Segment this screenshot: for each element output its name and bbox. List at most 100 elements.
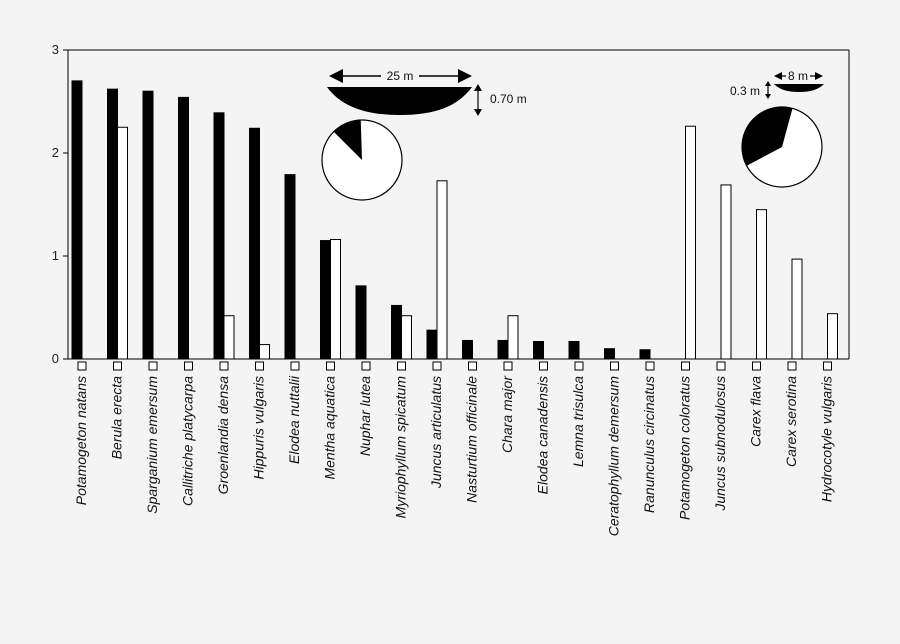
channel-profile xyxy=(774,84,824,92)
category-label: Juncus subnodulosus xyxy=(712,376,728,512)
depth-label: 0.70 m xyxy=(490,92,527,106)
category-marker xyxy=(716,361,726,371)
category-label: Potamogeton natans xyxy=(73,376,89,505)
bar-marks xyxy=(71,80,838,360)
channel-profile xyxy=(327,87,472,115)
x-axis-labels: Potamogeton natans Berula erecta Sparganiu… xyxy=(73,375,835,537)
bar-black xyxy=(497,339,509,360)
arrow-head-left xyxy=(329,69,343,83)
bar-white xyxy=(507,315,519,360)
bar-black xyxy=(355,285,367,360)
category-marker xyxy=(787,361,797,371)
bar-black xyxy=(71,80,83,360)
category-label: Carex flava xyxy=(748,376,764,447)
category-label: Hydrocotyle vulgaris xyxy=(819,376,835,502)
y-tick-label: 1 xyxy=(52,248,59,263)
bar-white xyxy=(401,315,412,360)
category-marker xyxy=(432,361,442,371)
depth-arrow-down xyxy=(765,94,771,99)
category-marker xyxy=(645,361,655,371)
bar-white xyxy=(756,209,767,360)
category-label: Myriophyllum spicatum xyxy=(393,376,409,519)
category-label: Potamogeton coloratus xyxy=(677,376,693,520)
category-label: Callitriche platycarpa xyxy=(180,376,196,506)
width-label: 25 m xyxy=(387,69,414,83)
bar-white xyxy=(685,125,696,360)
category-label: Mentha aquatica xyxy=(322,376,338,480)
bar-black xyxy=(178,96,189,360)
bar-black xyxy=(391,304,402,360)
y-tick-label: 2 xyxy=(52,145,59,160)
bar-black xyxy=(107,88,118,360)
category-label: Lemna trisulca xyxy=(570,376,586,467)
category-label: Groenlandia densa xyxy=(215,376,231,495)
depth-arrow-up xyxy=(474,84,482,91)
bar-black xyxy=(639,349,651,360)
category-label: Carex serotina xyxy=(783,376,799,467)
bar-white xyxy=(827,313,838,360)
bar-black xyxy=(568,340,580,360)
bar-white xyxy=(436,180,448,360)
category-label: Chara major xyxy=(499,375,515,453)
category-marker xyxy=(752,361,761,371)
depth-arrow-down xyxy=(474,109,482,116)
width-label: 8 m xyxy=(788,69,808,83)
category-label: Elodea nuttalii xyxy=(286,375,302,464)
category-label: Nuphar lutea xyxy=(357,376,373,456)
width-label-bg xyxy=(381,68,419,82)
category-marker xyxy=(77,361,87,371)
chart-axes xyxy=(67,49,850,360)
depth-arrow-up xyxy=(765,81,771,86)
category-label: Sparganium emersum xyxy=(144,376,160,514)
arrow-head-right xyxy=(458,69,472,83)
pie-slice-left xyxy=(333,120,362,160)
bar-white xyxy=(720,184,732,360)
category-label: Ceratophyllum demersum xyxy=(606,376,622,537)
category-marker xyxy=(113,361,122,371)
category-marker xyxy=(255,361,264,371)
bar-white xyxy=(259,344,270,360)
category-marker xyxy=(468,361,477,371)
category-label: Ranunculus circinatus xyxy=(641,376,657,513)
category-marker xyxy=(184,361,193,371)
y-tick-label: 3 xyxy=(52,42,59,57)
bar-black xyxy=(533,340,544,360)
category-marker xyxy=(823,361,832,371)
pie-slice-right xyxy=(741,106,793,166)
category-marker xyxy=(148,361,158,371)
bar-black xyxy=(142,90,154,360)
inset-left: 25 m 0.70 m xyxy=(321,68,527,201)
x-axis-markers xyxy=(77,361,832,371)
bar-white xyxy=(117,126,128,360)
y-tick-label: 0 xyxy=(52,351,59,366)
category-marker xyxy=(397,361,406,371)
bar-black xyxy=(462,339,473,360)
arrow-head-right xyxy=(815,72,823,80)
width-label-bg xyxy=(786,69,810,82)
bar-black xyxy=(249,127,260,360)
bar-black xyxy=(604,348,615,360)
inset-right: 8 m 0.3 m xyxy=(730,69,824,188)
category-marker xyxy=(361,361,371,371)
category-marker xyxy=(290,361,300,371)
bar-white xyxy=(223,315,235,360)
bar-white xyxy=(791,258,803,360)
category-marker xyxy=(503,361,513,371)
category-label: Nasturtium officinale xyxy=(464,376,480,503)
bar-white xyxy=(330,239,341,360)
category-marker xyxy=(681,361,690,371)
category-marker xyxy=(574,361,584,371)
bar-black xyxy=(213,112,225,360)
y-axis-ticks: 0 1 2 3 xyxy=(52,42,68,366)
depth-label: 0.3 m xyxy=(730,84,760,98)
bar-black xyxy=(284,174,296,360)
category-marker xyxy=(539,361,548,371)
arrow-head-left xyxy=(774,72,782,80)
category-label: Juncus articulatus xyxy=(428,376,444,489)
bar-black xyxy=(426,329,438,360)
category-label: Berula erecta xyxy=(109,376,125,459)
category-marker xyxy=(326,361,335,371)
bar-black xyxy=(320,240,331,360)
category-label: Hippuris vulgaris xyxy=(251,376,267,479)
